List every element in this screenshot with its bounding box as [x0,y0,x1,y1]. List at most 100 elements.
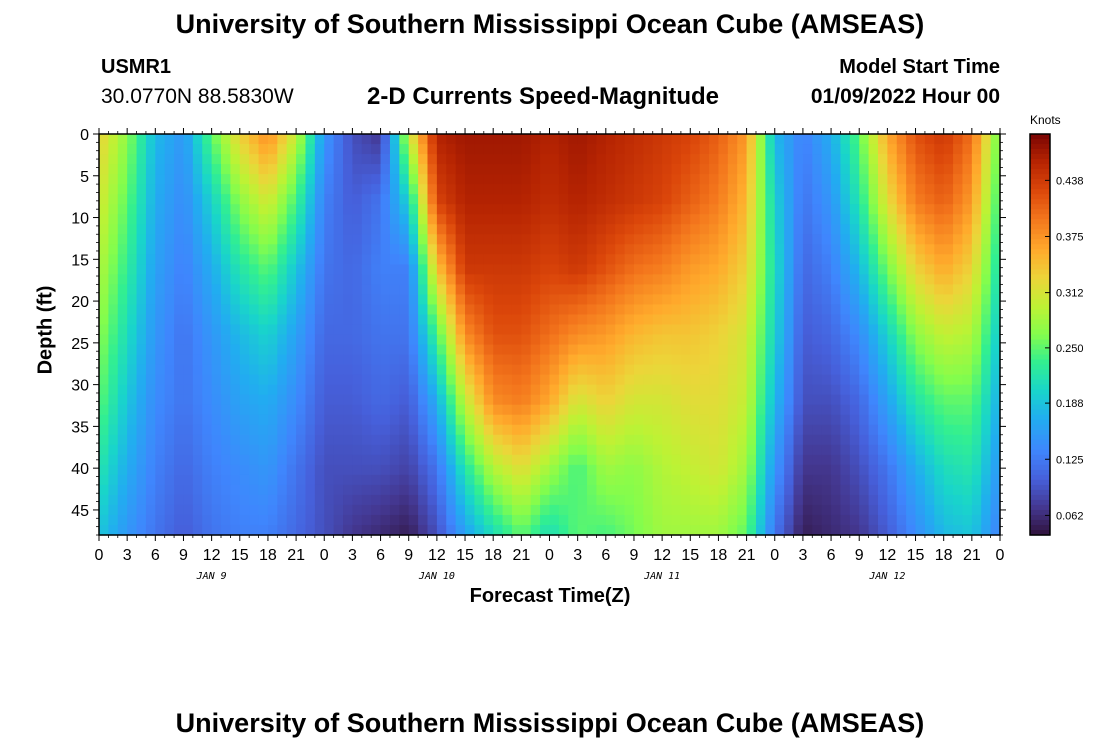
heatmap-cell [511,184,522,195]
heatmap-cell [784,334,795,346]
heatmap-cell [155,444,166,456]
heatmap-cell [831,344,842,356]
heatmap-cell [174,474,185,486]
heatmap-cell [155,424,166,436]
heatmap-cell [577,444,588,456]
heatmap-cell [727,454,738,466]
heatmap-cell [540,354,551,366]
heatmap-cell [549,244,560,255]
heatmap-cell [981,154,992,165]
heatmap-cell [699,484,710,496]
heatmap-cell [831,404,842,416]
y-tick-label: 15 [71,252,89,269]
heatmap-cell [737,524,748,536]
heatmap-cell [211,224,222,235]
heatmap-cell [643,234,654,245]
colorbar-tick-label: 0.312 [1056,288,1084,300]
heatmap-cell [915,254,926,265]
heatmap-cell [333,284,344,296]
heatmap-cell [399,244,410,255]
heatmap-cell [286,204,297,215]
heatmap-cell [765,154,776,165]
heatmap-cell [371,364,382,376]
heatmap-cell [943,144,954,155]
heatmap-cell [924,224,935,235]
heatmap-cell [699,304,710,316]
heatmap-cell [108,234,119,245]
heatmap-cell [587,334,598,346]
heatmap-cell [981,224,992,235]
heatmap-cell [296,414,307,426]
heatmap-cell [286,384,297,396]
heatmap-cell [643,374,654,386]
heatmap-cell [145,514,156,526]
heatmap-cell [821,264,832,275]
heatmap-cell [831,224,842,235]
heatmap-cell [699,244,710,255]
heatmap-cell [877,474,888,486]
heatmap-cell [192,234,203,245]
heatmap-cell [277,264,288,275]
heatmap-cell [652,154,663,165]
heatmap-cell [108,484,119,496]
heatmap-cell [709,454,720,466]
heatmap-cell [953,144,964,155]
heatmap-cell [849,444,860,456]
heatmap-cell [305,294,316,306]
heatmap-cell [690,484,701,496]
heatmap-cell [333,474,344,486]
heatmap-cell [465,424,476,436]
heatmap-cell [802,224,813,235]
heatmap-cell [784,454,795,466]
heatmap-cell [296,204,307,215]
heatmap-cell [568,274,579,285]
heatmap-cell [117,154,128,165]
heatmap-cell [990,384,1001,396]
heatmap-cell [399,264,410,275]
heatmap-cell [577,504,588,516]
heatmap-cell [371,214,382,225]
heatmap-cell [249,484,260,496]
heatmap-cell [371,204,382,215]
heatmap-cell [493,224,504,235]
heatmap-cell [230,384,241,396]
heatmap-cell [896,174,907,185]
heatmap-cell [296,294,307,306]
heatmap-cell [709,414,720,426]
heatmap-cell [840,374,851,386]
heatmap-cell [474,284,485,296]
heatmap-cell [549,524,560,536]
heatmap-cell [483,444,494,456]
heatmap-cell [662,364,673,376]
heatmap-cell [812,174,823,185]
heatmap-cell [699,194,710,205]
heatmap-cell [540,444,551,456]
heatmap-cell [774,284,785,296]
heatmap-cell [418,264,429,275]
heatmap-cell [549,154,560,165]
heatmap-cell [859,484,870,496]
y-tick-label: 35 [71,419,89,436]
heatmap-cell [267,504,278,516]
heatmap-cell [934,134,945,145]
heatmap-cell [145,174,156,185]
heatmap-cell [774,194,785,205]
heatmap-cell [605,194,616,205]
heatmap-cell [709,204,720,215]
heatmap-cell [906,194,917,205]
heatmap-cell [352,274,363,285]
heatmap-cell [145,394,156,406]
heatmap-cell [127,214,138,225]
colorbar-tick-label: 0.125 [1056,454,1084,466]
heatmap-cell [389,454,400,466]
heatmap-cell [99,524,109,536]
heatmap-cell [774,404,785,416]
heatmap-cell [568,324,579,336]
heatmap-cell [155,164,166,175]
heatmap-cell [605,234,616,245]
heatmap-cell [249,444,260,456]
heatmap-cell [389,334,400,346]
heatmap-cell [605,364,616,376]
heatmap-cell [99,424,109,436]
heatmap-cell [896,524,907,536]
